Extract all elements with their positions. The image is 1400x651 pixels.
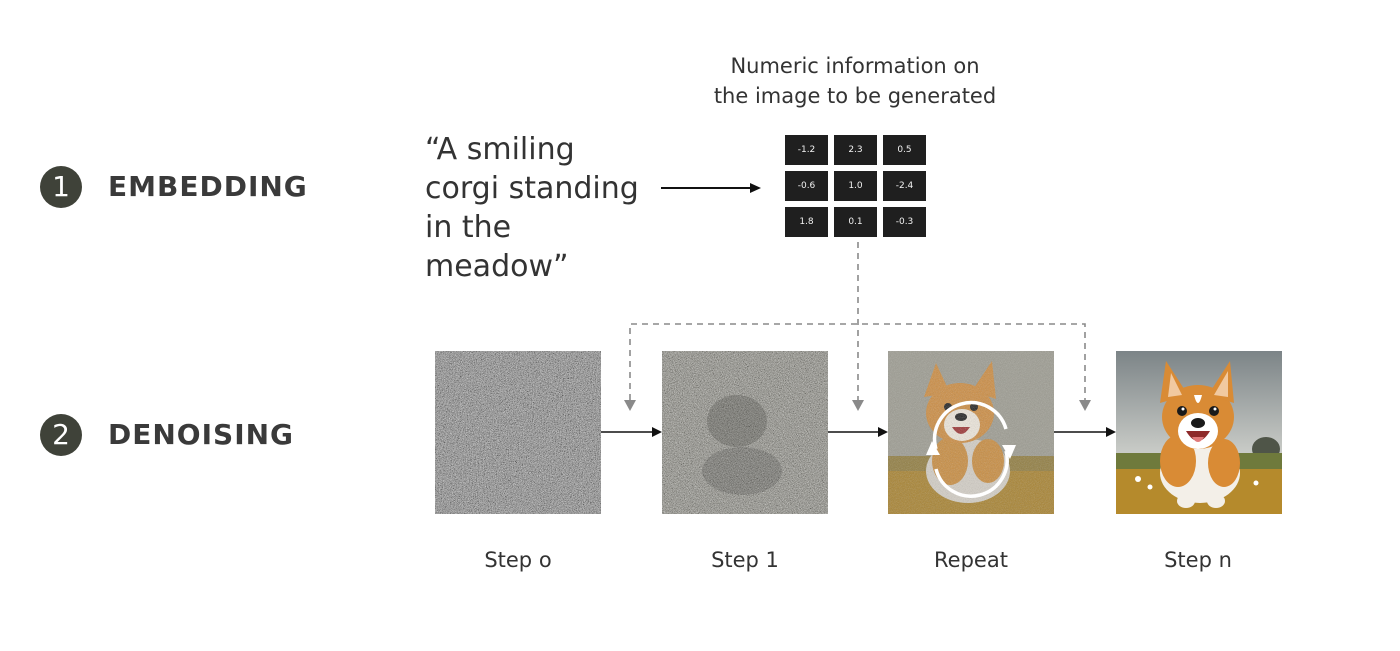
noise-panel-step-1	[662, 351, 828, 514]
embedding-label-line-1: Numeric information on	[730, 54, 980, 78]
embedding-cell: 0.1	[834, 207, 877, 237]
embedding-cell: 0.5	[883, 135, 926, 165]
repeat-cycle-icon	[932, 400, 1009, 498]
step-2-badge: 2	[40, 414, 82, 456]
panel-label-step-0: Step o	[484, 548, 552, 572]
embedding-cell: 1.0	[834, 171, 877, 201]
panel-label-step-n: Step n	[1164, 548, 1232, 572]
panel-label-repeat: Repeat	[934, 548, 1008, 572]
embedding-grid: -1.2 2.3 0.5 -0.6 1.0 -2.4 1.8 0.1 -0.3	[785, 135, 927, 239]
embedding-title: EMBEDDING	[108, 170, 308, 203]
embedding-cell: 1.8	[785, 207, 828, 237]
embedding-cell: -2.4	[883, 171, 926, 201]
embedding-cell: -1.2	[785, 135, 828, 165]
embedding-label: Numeric information on the image to be g…	[700, 51, 1010, 111]
embedding-cell: 2.3	[834, 135, 877, 165]
prompt-to-embedding-arrow	[661, 183, 761, 193]
embedding-cell: -0.6	[785, 171, 828, 201]
partial-corgi-panel	[888, 351, 1054, 514]
noise-panel-step-0	[435, 351, 601, 514]
step-1-badge: 1	[40, 166, 82, 208]
denoising-title: DENOISING	[108, 418, 295, 451]
embedding-cell: -0.3	[883, 207, 926, 237]
panel-label-step-1: Step 1	[711, 548, 779, 572]
final-corgi-panel	[1116, 351, 1282, 514]
embedding-label-line-2: the image to be generated	[713, 84, 997, 108]
prompt-text: “A smiling corgi standing in the meadow”	[425, 132, 639, 284]
